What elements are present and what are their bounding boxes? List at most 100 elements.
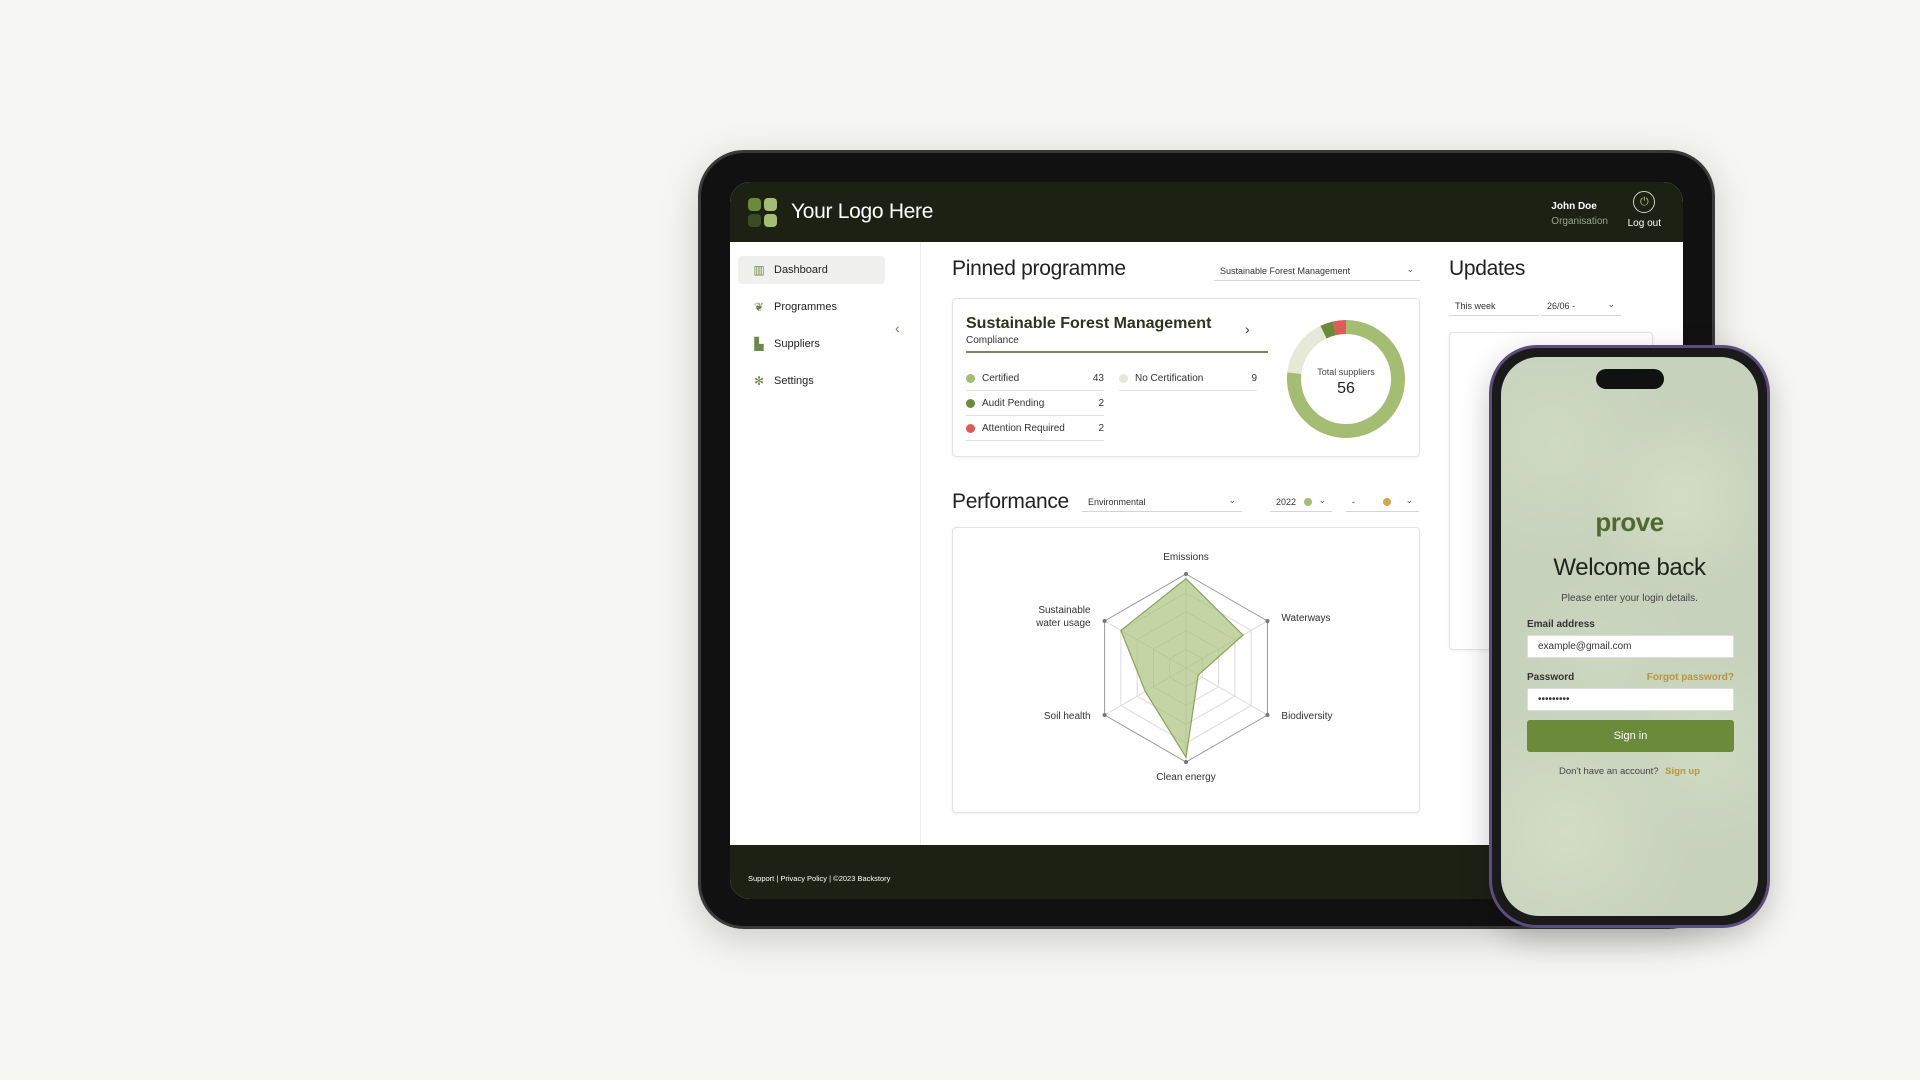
stat-label: No Certification	[1135, 373, 1204, 384]
user-info: John Doe Organisation	[1551, 201, 1608, 227]
forgot-password-link[interactable]: Forgot password?	[1646, 672, 1734, 683]
collapse-sidebar-icon[interactable]: ‹	[895, 320, 900, 336]
sidebar-item-label: Dashboard	[774, 264, 828, 276]
sidebar: ▥ Dashboard ❦ Programmes ▙ Suppliers ✻ S…	[730, 242, 921, 845]
performance-card: Emissions Waterways Biodiversity Clean ener…	[952, 527, 1420, 813]
programme-underline	[966, 351, 1268, 353]
sidebar-item-label: Programmes	[774, 301, 837, 313]
radar-series-area	[1120, 577, 1244, 760]
radar-vertex-point	[1265, 713, 1270, 717]
stat-value: 2	[1098, 398, 1104, 409]
radar-category-label: Sustainable water usage	[1035, 605, 1091, 629]
welcome-subtitle: Please enter your login details.	[1561, 593, 1698, 604]
donut-total: 56	[1337, 380, 1355, 397]
factory-icon: ▙	[754, 337, 764, 351]
logout-label: Log out	[1627, 218, 1661, 229]
audit-pending-dot	[966, 399, 975, 408]
dynamic-island	[1596, 369, 1664, 389]
stat-label: Attention Required	[982, 423, 1065, 434]
radar-vertex-point	[1184, 760, 1188, 764]
supplier-donut-chart: Total suppliers 56	[1287, 320, 1405, 438]
date-select[interactable]: 26/06 - ⌄	[1541, 296, 1621, 316]
login-screen: prove Welcome back Please enter your log…	[1501, 357, 1758, 916]
radar-category-label: Emissions	[1163, 552, 1209, 563]
year-series-dot	[1304, 497, 1313, 506]
footer-links[interactable]: Support | Privacy Policy | ©2023 Backsto…	[748, 874, 891, 883]
year-select[interactable]: 2022 ⌄	[1270, 492, 1332, 512]
radar-vertex-point	[1265, 619, 1270, 623]
performance-title: Performance	[952, 490, 1069, 513]
compare-series-dot	[1383, 497, 1391, 506]
bar-chart-icon: ▥	[753, 263, 765, 277]
certified-dot	[966, 374, 975, 383]
logo-icon	[748, 197, 777, 227]
chevron-down-icon: ⌄	[1318, 495, 1326, 505]
programme-select[interactable]: Sustainable Forest Management ⌄	[1214, 261, 1420, 281]
compare-select[interactable]: - ⌄	[1346, 492, 1419, 512]
chevron-down-icon: ⌄	[1405, 495, 1413, 505]
stat-audit-pending: Audit Pending 2	[966, 392, 1104, 416]
logout-button[interactable]: ⏻ Log out	[1628, 191, 1661, 229]
donut-segment	[1287, 325, 1327, 375]
brand-logo: prove	[1595, 507, 1664, 537]
password-field[interactable]	[1527, 688, 1734, 711]
stat-value: 9	[1251, 373, 1257, 384]
stat-value: 43	[1092, 373, 1104, 384]
chevron-down-icon: ⌄	[1406, 264, 1414, 274]
welcome-heading: Welcome back	[1553, 554, 1706, 581]
email-label: Email address	[1527, 619, 1595, 630]
radar-category-label: Biodiversity	[1281, 711, 1332, 722]
programme-select-value: Sustainable Forest Management	[1220, 265, 1351, 276]
programme-name: Sustainable Forest Management	[966, 315, 1212, 332]
top-header: Your Logo Here John Doe Organisation ⏻ L…	[730, 182, 1683, 242]
no-certification-dot	[1119, 374, 1128, 383]
donut-label: Total suppliers	[1317, 367, 1375, 377]
radar-axis	[1185, 667, 1268, 716]
radar-vertex-point	[1102, 619, 1107, 623]
chevron-down-icon: ⌄	[1607, 299, 1615, 309]
stat-label: Audit Pending	[982, 398, 1045, 409]
signup-prompt-text: Don't have an account?	[1559, 766, 1659, 777]
stat-certified: Certified 43	[966, 367, 1104, 391]
gear-icon: ✻	[753, 374, 765, 388]
sidebar-item-suppliers[interactable]: ▙ Suppliers	[738, 330, 885, 358]
phone-device: prove Welcome back Please enter your log…	[1489, 345, 1770, 928]
radar-vertex-point	[1102, 713, 1107, 717]
year-select-value: 2022	[1276, 496, 1297, 507]
stat-value: 2	[1098, 423, 1104, 434]
chevron-down-icon: ⌄	[1228, 495, 1236, 505]
compare-select-value: -	[1352, 496, 1355, 507]
sidebar-item-label: Suppliers	[774, 338, 820, 350]
email-field[interactable]	[1527, 635, 1734, 658]
donut-segment	[1332, 320, 1347, 336]
sidebar-item-dashboard[interactable]: ▥ Dashboard	[738, 256, 885, 284]
period-select[interactable]: This week	[1449, 296, 1539, 316]
category-select[interactable]: Environmental ⌄	[1082, 492, 1242, 512]
sidebar-item-programmes[interactable]: ❦ Programmes	[738, 293, 885, 321]
chevron-right-icon[interactable]: ›	[1245, 321, 1250, 337]
programme-subtitle: Compliance	[966, 335, 1019, 346]
sign-in-button[interactable]: Sign in	[1527, 720, 1734, 752]
stat-label: Certified	[982, 373, 1020, 384]
sidebar-item-label: Settings	[774, 375, 814, 387]
leaf-icon: ❦	[753, 300, 765, 314]
performance-radar-chart: Emissions Waterways Biodiversity Clean ener…	[1035, 552, 1332, 783]
signup-prompt: Don't have an account? Sign up	[1501, 766, 1758, 777]
period-select-value: This week	[1455, 300, 1496, 311]
sidebar-item-settings[interactable]: ✻ Settings	[738, 367, 885, 395]
programme-card: Sustainable Forest Management Compliance…	[952, 298, 1420, 457]
category-select-value: Environmental	[1088, 496, 1146, 507]
updates-title: Updates	[1449, 257, 1526, 280]
attention-dot	[966, 424, 975, 433]
pinned-programme-title: Pinned programme	[952, 257, 1126, 280]
stat-no-certification: No Certification 9	[1119, 367, 1257, 391]
radar-vertex-point	[1184, 572, 1188, 576]
password-label: Password	[1527, 672, 1575, 683]
sign-up-link[interactable]: Sign up	[1665, 766, 1700, 777]
date-select-value: 26/06 -	[1547, 300, 1576, 311]
stat-attention-required: Attention Required 2	[966, 417, 1104, 441]
logo-text: Your Logo Here	[791, 200, 934, 223]
logout-icon: ⏻	[1633, 191, 1656, 213]
user-organisation: Organisation	[1551, 216, 1608, 227]
donut-segment	[1320, 321, 1337, 339]
